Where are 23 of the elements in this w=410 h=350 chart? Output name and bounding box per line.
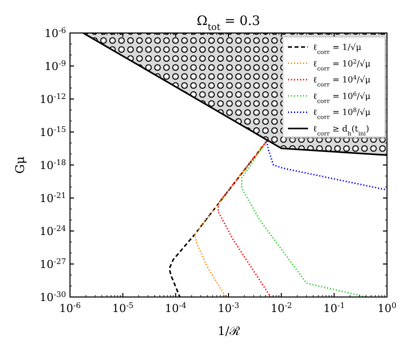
x-tick-label: 10$^{0}$: [378, 300, 397, 315]
y-tick-label: 10$^{-18}$: [40, 158, 66, 172]
x-tick-label: 10$^{-2}$: [270, 300, 292, 315]
x-tick-label: 10$^{-4}$: [164, 300, 187, 315]
legend-label: ℓ$_{corr}$ ≥ d$_{h}$(t$_{ini}$): [313, 124, 370, 137]
y-tick-label: 10$^{-9}$: [44, 58, 66, 73]
x-axis-title: 1/ℛ: [218, 324, 240, 338]
y-tick-label: 10$^{-21}$: [40, 190, 66, 205]
y-tick-label: 10$^{-15}$: [40, 124, 66, 139]
y-axis-title: Gμ: [13, 156, 27, 174]
legend-label: ℓ$_{corr}$ = 10$^{2}$/√μ: [313, 58, 372, 72]
y-tick-label: 10$^{-6}$: [44, 26, 66, 40]
chart-title: Ω$_{tot}$ = 0.3: [196, 14, 260, 33]
x-tick-label: 10$^{-5}$: [112, 300, 134, 315]
legend-label: ℓ$_{corr}$ = 1/√μ: [313, 43, 362, 56]
y-tick-label: 10$^{-27}$: [40, 256, 66, 271]
x-tick-label: 10$^{-3}$: [218, 300, 240, 315]
legend-label: ℓ$_{corr}$ = 10$^{4}$/√μ: [313, 74, 372, 88]
legend-label: ℓ$_{corr}$ = 10$^{6}$/√μ: [313, 90, 372, 104]
y-tick-label: 10$^{-12}$: [40, 92, 66, 106]
x-tick-label: 10$^{-1}$: [323, 300, 345, 315]
y-tick-label: 10$^{-24}$: [40, 224, 66, 238]
legend-label: ℓ$_{corr}$ = 10$^{8}$/√μ: [313, 106, 372, 121]
